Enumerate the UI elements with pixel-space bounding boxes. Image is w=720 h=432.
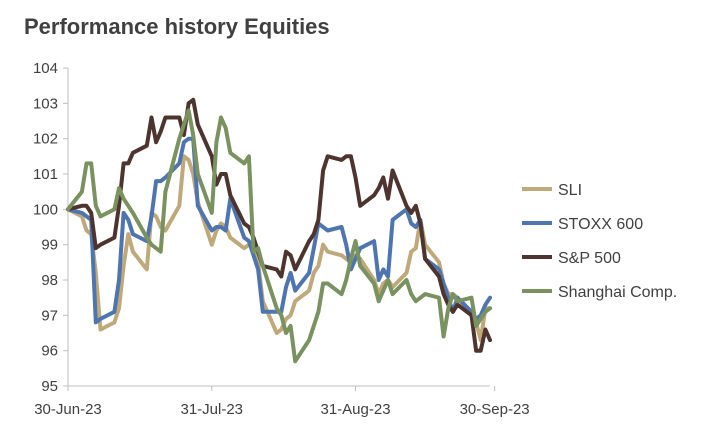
series-line-s-p-500	[66, 97, 492, 353]
legend-label-stoxx-600: STOXX 600	[558, 216, 643, 233]
x-axis: 30-Jun-23 31-Jul-23 31-Aug-23 30-Sep-23	[34, 385, 530, 418]
x-tick-label: 30-Sep-23	[460, 401, 530, 418]
y-tick-label: 96	[41, 343, 58, 360]
series-line-shanghai-comp	[66, 108, 492, 364]
y-tick-label: 101	[33, 166, 58, 183]
y-axis: 95 96 97 98 99 100 101 102 103 104	[33, 60, 69, 395]
legend-label-s-p-500: S&P 500	[558, 250, 621, 267]
legend: SLI STOXX 600 S&P 500 Shanghai Comp.	[522, 182, 677, 301]
x-tick-label: 30-Jun-23	[34, 401, 102, 418]
x-tick-label: 31-Jul-23	[180, 401, 243, 418]
y-tick-label: 100	[33, 201, 58, 218]
y-tick-label: 99	[41, 237, 58, 254]
legend-label-sli: SLI	[558, 182, 582, 199]
y-tick-label: 104	[33, 60, 58, 77]
y-tick-label: 95	[41, 378, 58, 395]
y-tick-label: 103	[33, 95, 58, 112]
y-tick-label: 98	[41, 272, 58, 289]
legend-label-shanghai-comp: Shanghai Comp.	[558, 284, 677, 301]
y-tick-label: 102	[33, 131, 58, 148]
series-layer	[66, 97, 492, 364]
x-tick-label: 31-Aug-23	[320, 401, 390, 418]
y-tick-label: 97	[41, 307, 58, 324]
chart-title: Performance history Equities	[24, 14, 330, 39]
